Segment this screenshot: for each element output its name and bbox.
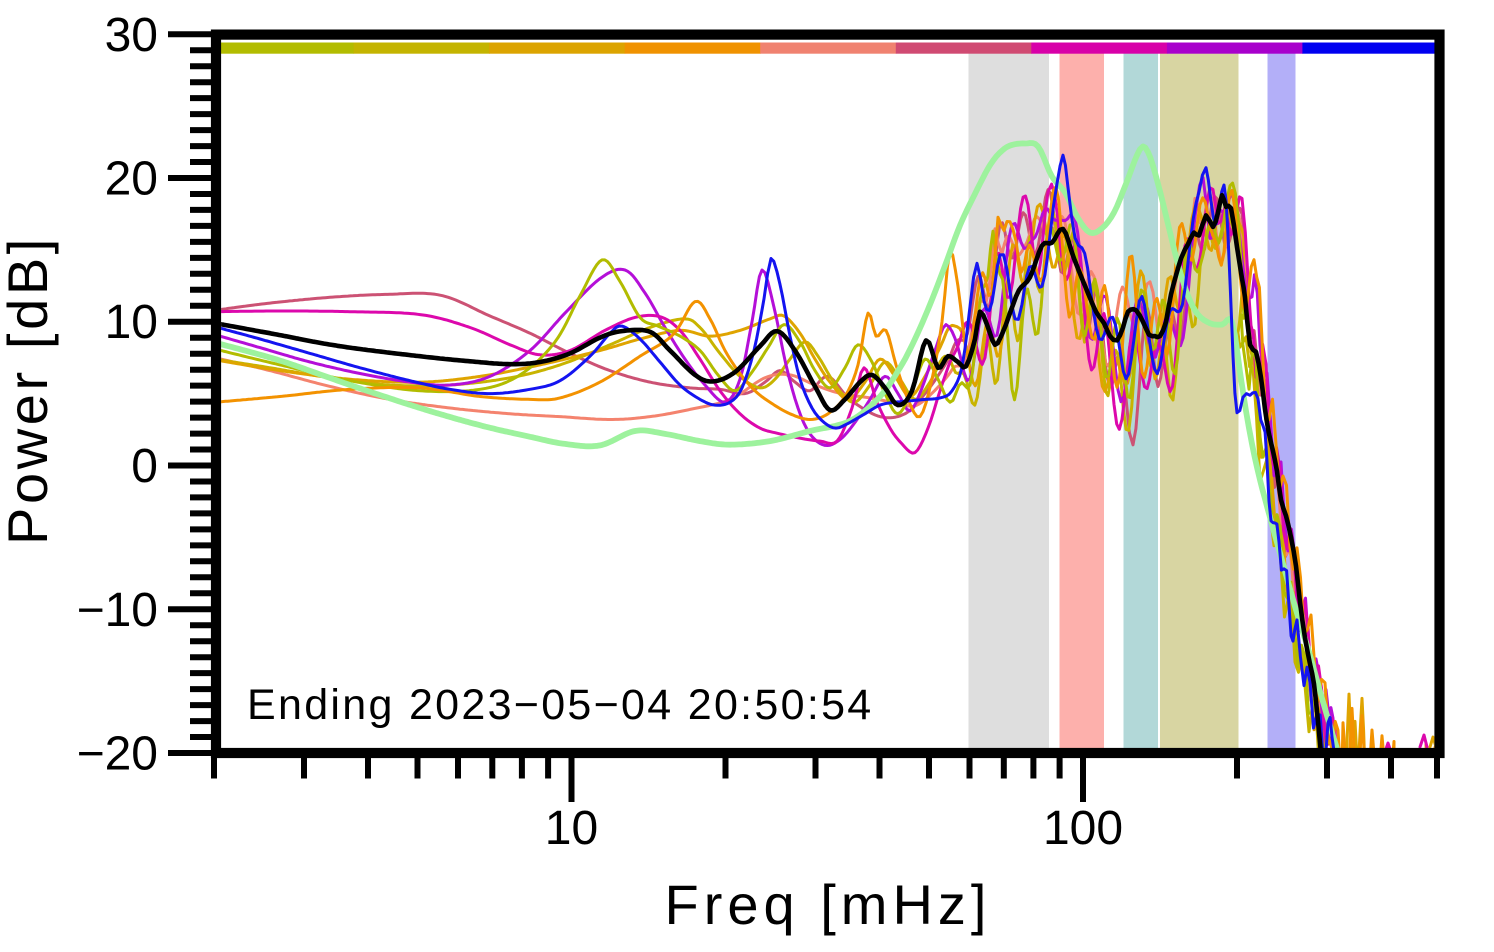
svg-text:20: 20: [105, 153, 158, 206]
svg-text:10: 10: [105, 296, 158, 349]
svg-text:Freq [mHz]: Freq [mHz]: [665, 873, 992, 936]
svg-text:Power [dB]: Power [dB]: [0, 235, 59, 545]
svg-text:30: 30: [105, 9, 158, 62]
svg-text:−10: −10: [77, 584, 158, 637]
svg-text:Ending 2023−05−04 20:50:54: Ending 2023−05−04 20:50:54: [247, 681, 874, 729]
svg-text:100: 100: [1043, 802, 1123, 855]
svg-text:10: 10: [545, 802, 598, 855]
svg-text:0: 0: [131, 440, 158, 493]
svg-text:−20: −20: [77, 728, 158, 781]
